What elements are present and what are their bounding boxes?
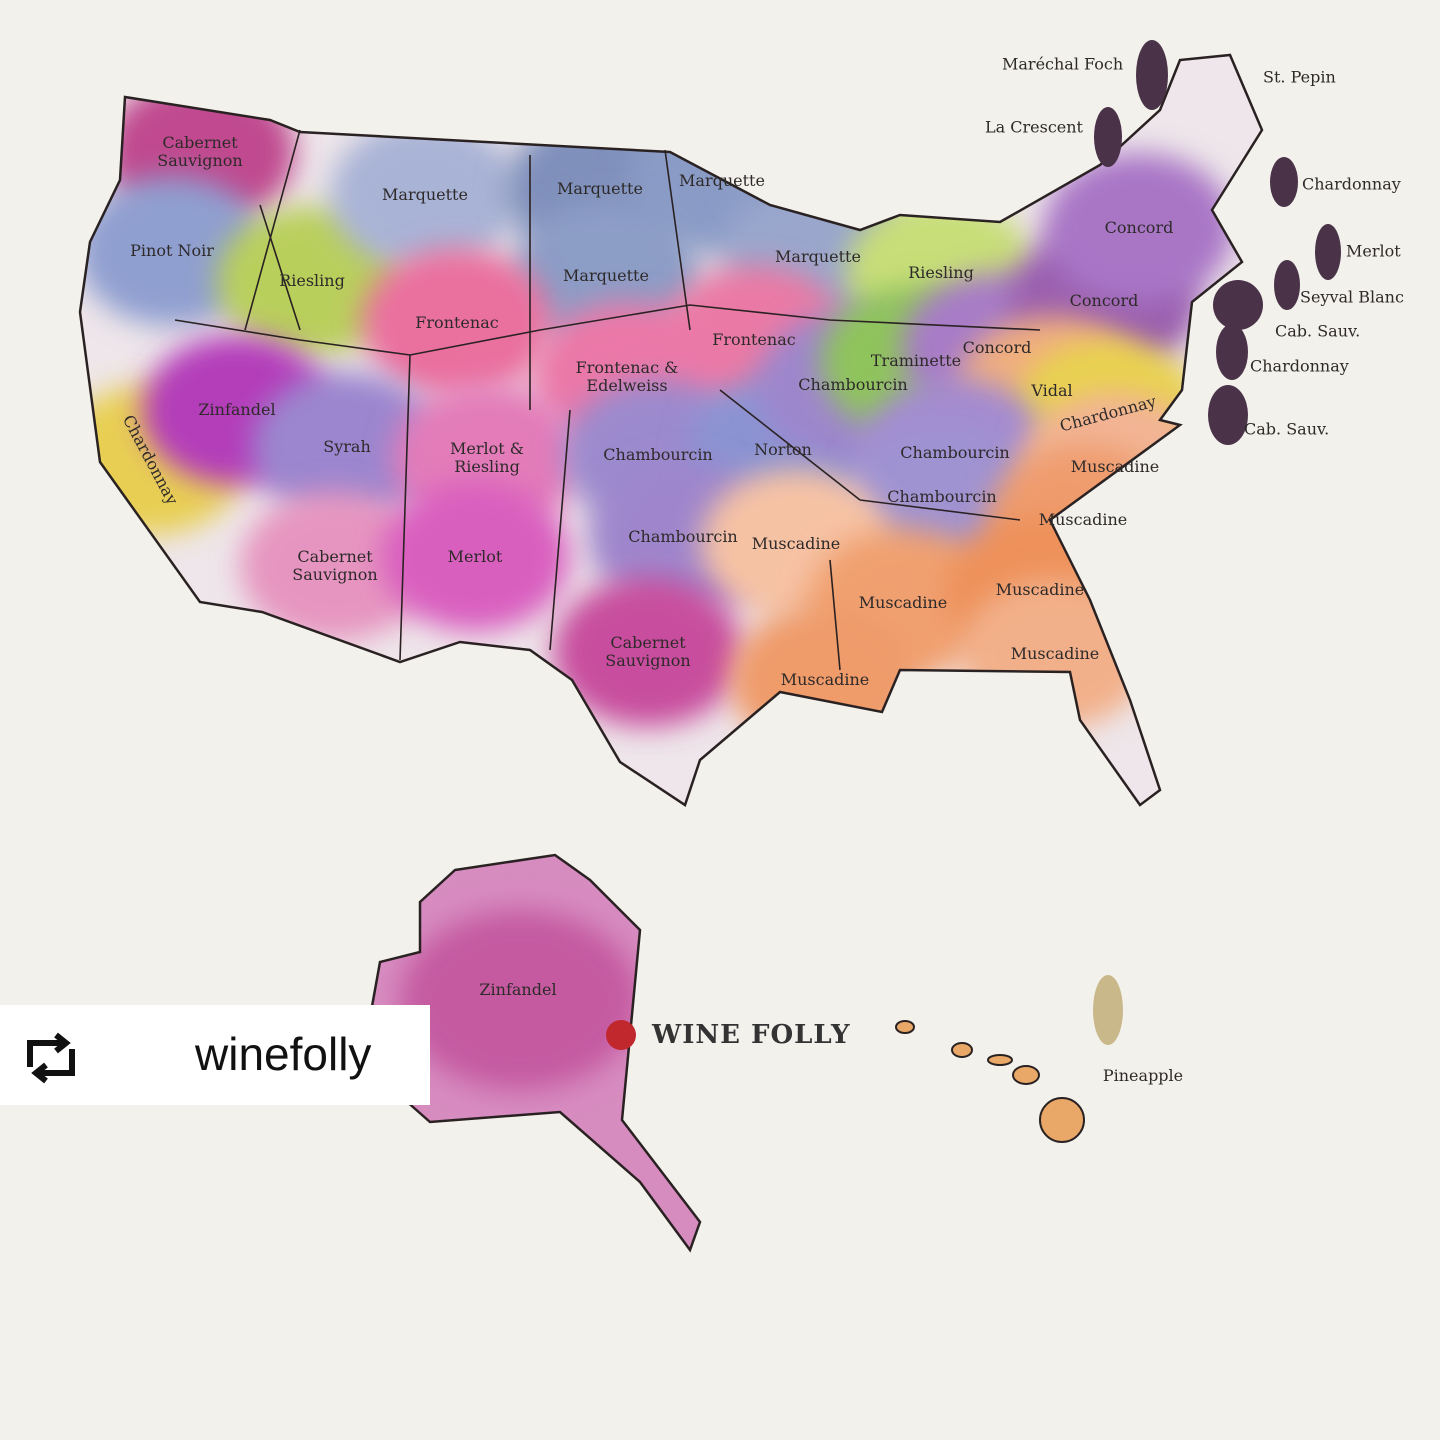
grape-label: Cabernet Sauvignon [157, 133, 243, 170]
grape-label: Chambourcin [887, 487, 997, 506]
alaska-outline [360, 853, 702, 1253]
state-borders [174, 129, 1041, 671]
callout-label: Merlot [1346, 241, 1401, 261]
grape-label: Marquette [679, 171, 765, 190]
grape-label: Marquette [557, 179, 643, 198]
grape-label: Cabernet Sauvignon [605, 633, 691, 670]
grape-label: Zinfandel [479, 980, 557, 999]
grape-label: Pinot Noir [130, 241, 214, 260]
callout-label: Maréchal Foch [1002, 54, 1124, 74]
grape-label: Chambourcin [900, 443, 1010, 462]
grape-label: Pineapple [1102, 1066, 1184, 1085]
grape-label: Muscadine [1010, 644, 1100, 663]
hawaii [895, 1020, 1085, 1143]
callout-label: Chardonnay [1302, 174, 1401, 194]
repost-username[interactable]: winefolly [195, 1028, 372, 1080]
repost-banner: winefolly [0, 1005, 430, 1105]
callout-label: Cab. Sauv. [1244, 419, 1330, 439]
callout-label: Chardonnay [1250, 356, 1349, 376]
region-wash [252, 372, 442, 522]
grape-label: Chambourcin [603, 445, 713, 464]
grape-label: Zinfandel [198, 400, 276, 419]
grape-label: Muscadine [751, 534, 841, 553]
grape-label: Frontenac [712, 330, 796, 349]
grape-label: Frontenac & Edelweiss [575, 358, 679, 395]
grape-label: Muscadine [1070, 457, 1160, 476]
region-wash [553, 577, 743, 727]
grape-label: Muscadine [995, 580, 1085, 599]
grape-label: Riesling [279, 271, 345, 290]
grape-label: Syrah [323, 437, 371, 456]
grape-label: Merlot [447, 547, 503, 566]
repost-icon [27, 1032, 75, 1084]
grape-label: Concord [1069, 291, 1139, 310]
callout-label: Seyval Blanc [1300, 287, 1404, 307]
region-wash [380, 482, 570, 632]
region-wash [1044, 153, 1234, 303]
callout-label: St. Pepin [1263, 67, 1336, 87]
us-outline [78, 53, 1264, 807]
grape-label: Norton [754, 440, 812, 459]
grape-label: Concord [962, 338, 1032, 357]
grape-label: Vidal [1031, 381, 1073, 400]
grape-label: Riesling [908, 263, 974, 282]
brand-logo [606, 1020, 636, 1050]
grape-label: Marquette [382, 185, 468, 204]
region-wash [240, 491, 430, 641]
grape-label: Merlot & Riesling [449, 439, 524, 476]
grape-clusters [1093, 40, 1341, 1045]
grape-label: Muscadine [858, 593, 948, 612]
callout-label: La Crescent [985, 117, 1083, 137]
brand: WINE FOLLY [652, 1020, 851, 1050]
grape-label: Concord [1104, 218, 1174, 237]
grape-label: Marquette [775, 247, 861, 266]
grape-label: Traminette [870, 351, 962, 370]
grape-label: Marquette [563, 266, 649, 285]
callout-label: Cab. Sauv. [1275, 321, 1361, 341]
grape-label: Frontenac [415, 313, 499, 332]
grape-label: Muscadine [1038, 510, 1128, 529]
grape-label: Muscadine [780, 670, 870, 689]
grape-label: Cabernet Sauvignon [292, 547, 378, 584]
grape-label: Chambourcin [798, 375, 908, 394]
grape-label: Chambourcin [628, 527, 738, 546]
region-wash [330, 120, 520, 270]
